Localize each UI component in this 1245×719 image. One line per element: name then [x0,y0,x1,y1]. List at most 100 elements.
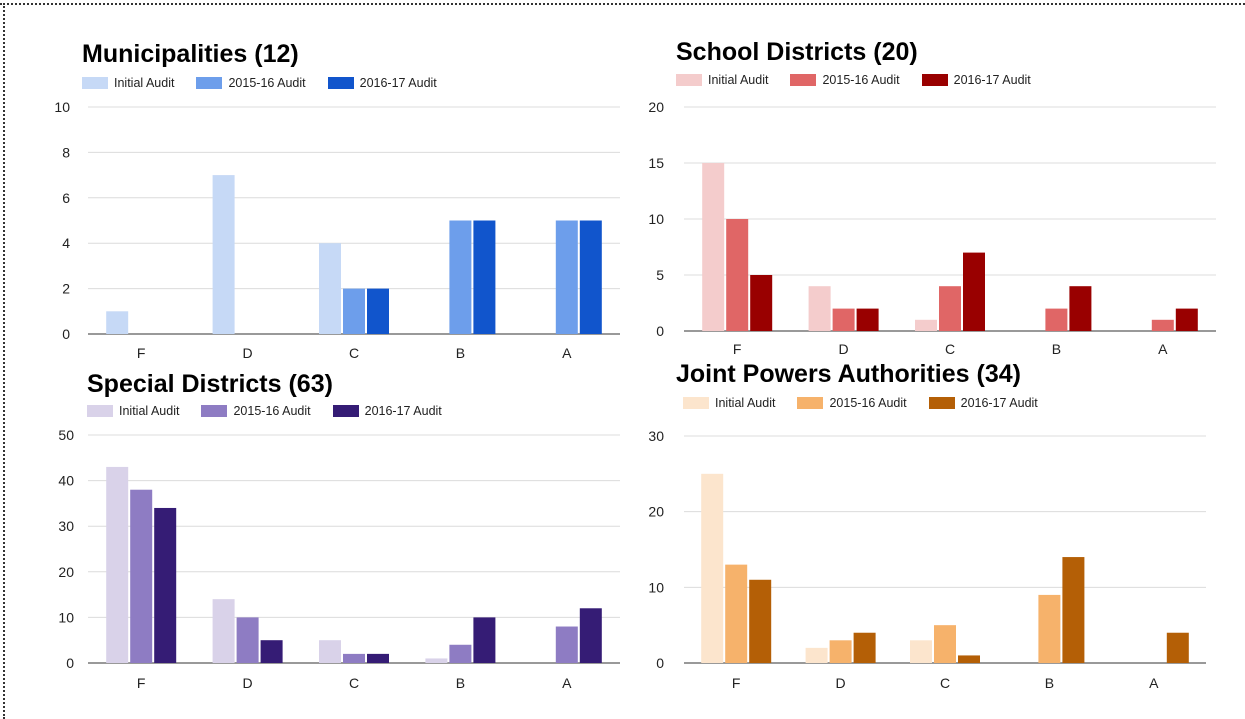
bar [212,175,235,334]
legend-swatch [676,74,702,86]
y-tick-label: 10 [648,211,664,227]
x-tick-label: F [733,341,742,357]
bar [725,564,748,663]
y-tick-label: 4 [62,235,70,251]
y-tick-label: 50 [58,427,74,443]
bar [1038,594,1061,663]
bar [856,308,879,331]
bar [319,640,341,663]
bar [749,579,772,663]
y-tick-label: 30 [648,428,664,444]
bar [702,163,725,331]
x-tick-label: B [1045,675,1054,691]
bar [579,220,602,334]
bar [555,220,578,334]
legend-swatch [921,74,948,86]
bar [154,507,177,663]
x-tick-label: C [940,675,950,691]
bar [910,640,932,663]
bar [832,308,855,331]
chart-legend: Initial Audit 2015-16 Audit 2016-17 Audi… [676,73,1053,87]
bar [236,617,259,663]
bar-chart-joint-powers-authorities: 0 10 20 30 F D C B A [648,428,1206,691]
y-tick-label: 8 [62,144,70,160]
legend-swatch [201,405,228,417]
legend-item: 2016-17 Audit [928,396,1038,410]
bar [212,599,235,663]
y-tick-label: 40 [58,473,74,489]
y-tick-label: 10 [58,609,74,625]
legend-swatch [327,77,354,89]
x-tick-label: F [137,675,146,691]
x-tick-label: C [349,345,359,361]
bar [343,653,365,663]
legend-swatch [196,77,223,89]
y-tick-label: 15 [648,155,664,171]
x-tick-label: B [456,675,465,691]
bar [260,640,283,663]
bar [367,653,389,663]
legend-swatch [82,77,108,89]
x-tick-label: B [456,345,465,361]
y-tick-label: 0 [62,326,70,342]
legend-label: 2015-16 Audit [233,404,311,418]
legend-item: Initial Audit [683,396,775,410]
legend-item: 2016-17 Audit [921,73,1031,87]
y-tick-label: 0 [656,323,664,339]
legend-item: Initial Audit [82,76,174,90]
bar [1069,286,1092,331]
bar [449,644,472,663]
legend-item: 2016-17 Audit [332,404,442,418]
legend-label: 2015-16 Audit [822,73,900,87]
bar [555,626,578,663]
x-tick-label: D [839,341,849,357]
legend-swatch [790,74,817,86]
x-tick-label: D [243,345,253,361]
chart-title: School Districts (20) [676,38,918,66]
legend-label: 2016-17 Audit [960,396,1038,410]
x-tick-label: C [349,675,359,691]
bar-chart-municipalities: 0 2 4 6 8 10 F D C B A [54,99,620,361]
y-tick-label: 20 [648,99,664,115]
legend-label: 2016-17 Audit [359,76,437,90]
bar [805,647,828,663]
bar [963,252,985,331]
chart-title: Joint Powers Authorities (34) [676,360,1021,388]
bar [1151,319,1174,331]
y-tick-label: 6 [62,190,70,206]
dotted-frame-left [3,3,5,719]
bar-chart-school-districts: 0 5 10 15 20 F D C B A [648,99,1216,357]
bar [106,466,129,663]
bar [701,473,724,663]
bar [750,275,773,331]
bar [106,311,129,334]
legend-item: Initial Audit [87,404,179,418]
legend-label: Initial Audit [114,76,175,90]
y-tick-label: 20 [58,564,74,580]
bar [1175,308,1198,331]
legend-label: 2015-16 Audit [228,76,306,90]
dotted-frame-top [0,3,1245,5]
x-tick-label: C [945,341,955,357]
chart-title: Special Districts (63) [87,370,333,398]
y-tick-label: 30 [58,518,74,534]
y-tick-label: 2 [62,281,70,297]
x-tick-label: A [1158,341,1168,357]
y-tick-label: 0 [66,655,74,671]
x-tick-label: A [562,675,572,691]
x-tick-label: D [836,675,846,691]
bar [915,319,937,331]
bar [853,632,876,663]
legend-item: 2015-16 Audit [196,76,306,90]
bar [958,655,980,663]
legend-swatch [797,397,824,409]
legend-item: 2015-16 Audit [201,404,311,418]
bar [808,286,831,331]
bar [1045,308,1068,331]
bar [319,243,341,334]
legend-item: 2016-17 Audit [327,76,437,90]
legend-label: 2016-17 Audit [364,404,442,418]
bar [934,625,956,663]
bar [829,640,852,663]
bar [473,617,496,663]
